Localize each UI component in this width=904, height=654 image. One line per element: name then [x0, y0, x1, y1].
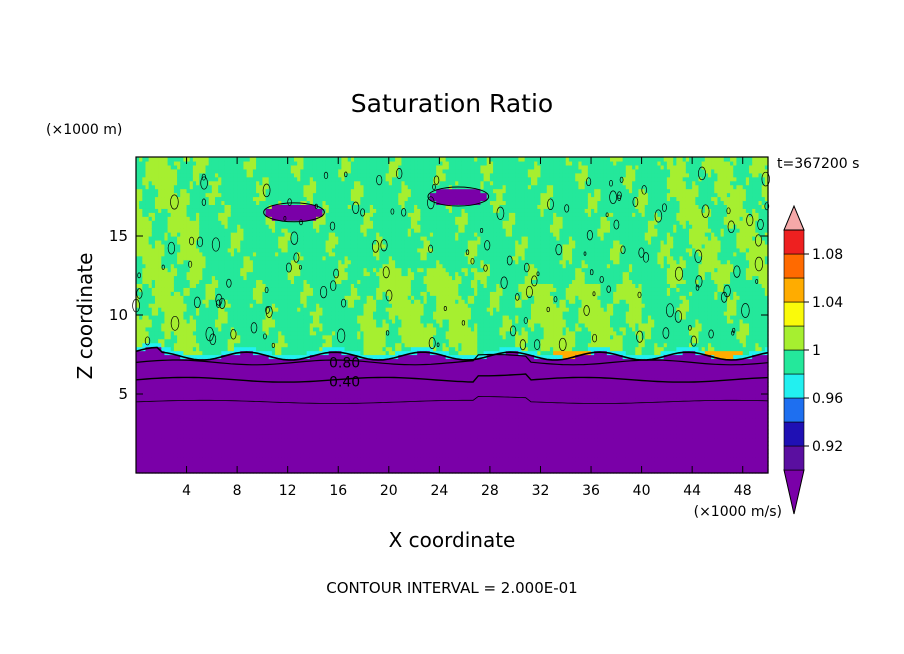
plot-area: [136, 157, 769, 474]
y-unit-label: (×1000 m): [46, 122, 122, 138]
chart-title: Saturation Ratio: [351, 89, 553, 118]
time-label: t=367200 s: [777, 156, 859, 172]
